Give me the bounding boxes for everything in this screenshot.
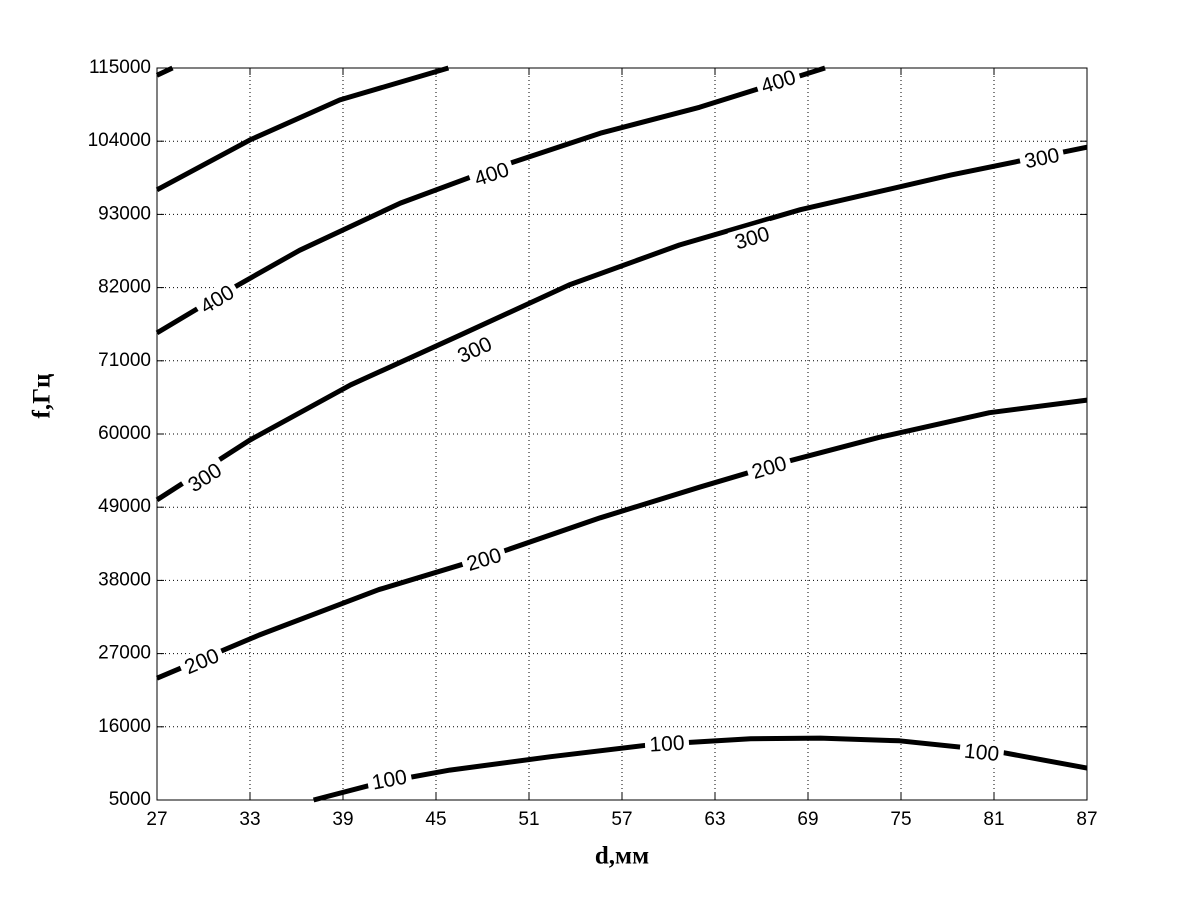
contour-label: 100 bbox=[649, 732, 685, 757]
y-tick-label: 104000 bbox=[88, 130, 151, 151]
contour-label-bg bbox=[644, 730, 690, 758]
contour-label-group: 100 bbox=[365, 764, 414, 796]
contour-label-bg bbox=[744, 450, 794, 486]
contour-label-bg bbox=[192, 278, 243, 322]
contour-line bbox=[155, 65, 450, 193]
contour-line bbox=[155, 65, 174, 78]
y-tick-label: 115000 bbox=[89, 57, 151, 78]
y-tick-label: 71000 bbox=[98, 350, 151, 371]
contour-line bbox=[156, 397, 1088, 681]
x-tick-label: 63 bbox=[704, 809, 725, 830]
contour-label-group: 300 bbox=[1018, 142, 1066, 175]
y-tick-label: 5000 bbox=[109, 789, 151, 810]
contour-label-group: 100 bbox=[958, 738, 1005, 767]
contour-label-group: 100 bbox=[644, 730, 690, 758]
x-tick-label: 39 bbox=[332, 809, 353, 830]
y-tick-label: 60000 bbox=[98, 423, 151, 444]
contour-label-bg bbox=[1018, 142, 1066, 175]
plot-frame bbox=[156, 67, 1088, 801]
contour-label-bg bbox=[727, 220, 777, 257]
x-tick-label: 81 bbox=[983, 809, 1004, 830]
contour-label-bg bbox=[365, 764, 414, 796]
x-tick-label: 57 bbox=[611, 809, 632, 830]
y-axis-title: f,Гц bbox=[29, 374, 56, 419]
y-tick-label: 38000 bbox=[98, 569, 151, 590]
x-tick-label: 33 bbox=[239, 809, 260, 830]
x-tick-label: 51 bbox=[518, 809, 539, 830]
x-tick-label: 27 bbox=[146, 809, 167, 830]
x-axis-title: d,мм bbox=[595, 843, 649, 870]
y-tick-label: 49000 bbox=[98, 496, 151, 517]
x-tick-label: 75 bbox=[890, 809, 911, 830]
contour-label-bg bbox=[958, 738, 1005, 767]
contour-label-bg bbox=[449, 330, 500, 371]
y-tick-label: 82000 bbox=[98, 277, 151, 298]
y-tick-label: 93000 bbox=[98, 203, 151, 224]
contour-label-bg bbox=[180, 455, 231, 500]
contour-label: 100 bbox=[963, 740, 1000, 766]
contour-label-bg bbox=[459, 541, 509, 578]
contour-label-bg bbox=[753, 63, 804, 101]
contour-label-bg bbox=[467, 156, 517, 193]
contour-label-bg bbox=[176, 641, 227, 682]
y-tick-label: 16000 bbox=[98, 716, 151, 737]
y-tick-label: 27000 bbox=[98, 643, 151, 664]
contour-line bbox=[312, 735, 1088, 803]
contour-line bbox=[155, 144, 1088, 503]
x-tick-label: 45 bbox=[425, 809, 446, 830]
x-tick-label: 87 bbox=[1076, 809, 1097, 830]
x-tick-label: 69 bbox=[797, 809, 818, 830]
